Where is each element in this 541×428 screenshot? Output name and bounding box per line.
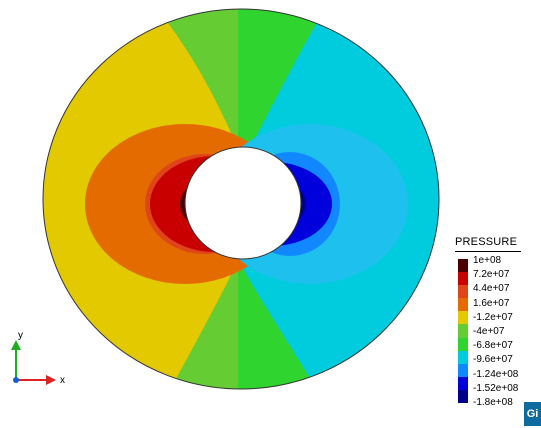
legend-swatch <box>458 311 468 325</box>
legend-color-bar <box>458 259 468 404</box>
brand-badge: Gi <box>524 402 541 426</box>
axis-triad: y x <box>11 330 65 386</box>
ring-outer-edge <box>42 8 440 390</box>
legend-label: 1.6e+07 <box>473 297 510 309</box>
ring-inner-hole <box>184 146 302 260</box>
legend-swatch <box>458 298 468 312</box>
band-green-top-left <box>150 9 238 148</box>
legend-divider <box>455 251 521 252</box>
legend-label: 1e+08 <box>473 255 502 266</box>
legend-swatch <box>458 324 468 339</box>
legend-label: -6.8e+07 <box>473 340 513 352</box>
x-axis-arrowhead-icon <box>46 375 56 385</box>
legend-label: -4e+07 <box>473 326 505 337</box>
legend-label: -1.52e+08 <box>473 382 519 394</box>
legend-swatch <box>458 350 468 365</box>
legend-swatch <box>458 272 468 286</box>
legend-swatch <box>458 285 468 299</box>
legend-swatch <box>458 259 468 273</box>
legend-swatch <box>458 337 468 352</box>
legend-label: -1.8e+08 <box>473 397 513 408</box>
legend-swatch <box>458 376 468 391</box>
legend-title: PRESSURE <box>455 236 518 248</box>
x-axis-label: x <box>60 375 65 386</box>
legend-label: 4.4e+07 <box>473 283 510 295</box>
band-green-bottom-left <box>150 260 238 389</box>
y-axis-label: y <box>18 330 23 341</box>
y-axis-arrowhead-icon <box>11 340 21 350</box>
band-green-top-right <box>238 9 330 148</box>
legend-label: -1.2e+07 <box>473 311 513 323</box>
legend-label: -1.24e+08 <box>473 368 519 380</box>
legend-swatch <box>458 363 468 378</box>
legend-label: 7.2e+07 <box>473 269 510 281</box>
origin-marker <box>13 377 19 383</box>
legend-swatch <box>458 389 468 404</box>
legend-label: -9.6e+07 <box>473 354 513 366</box>
